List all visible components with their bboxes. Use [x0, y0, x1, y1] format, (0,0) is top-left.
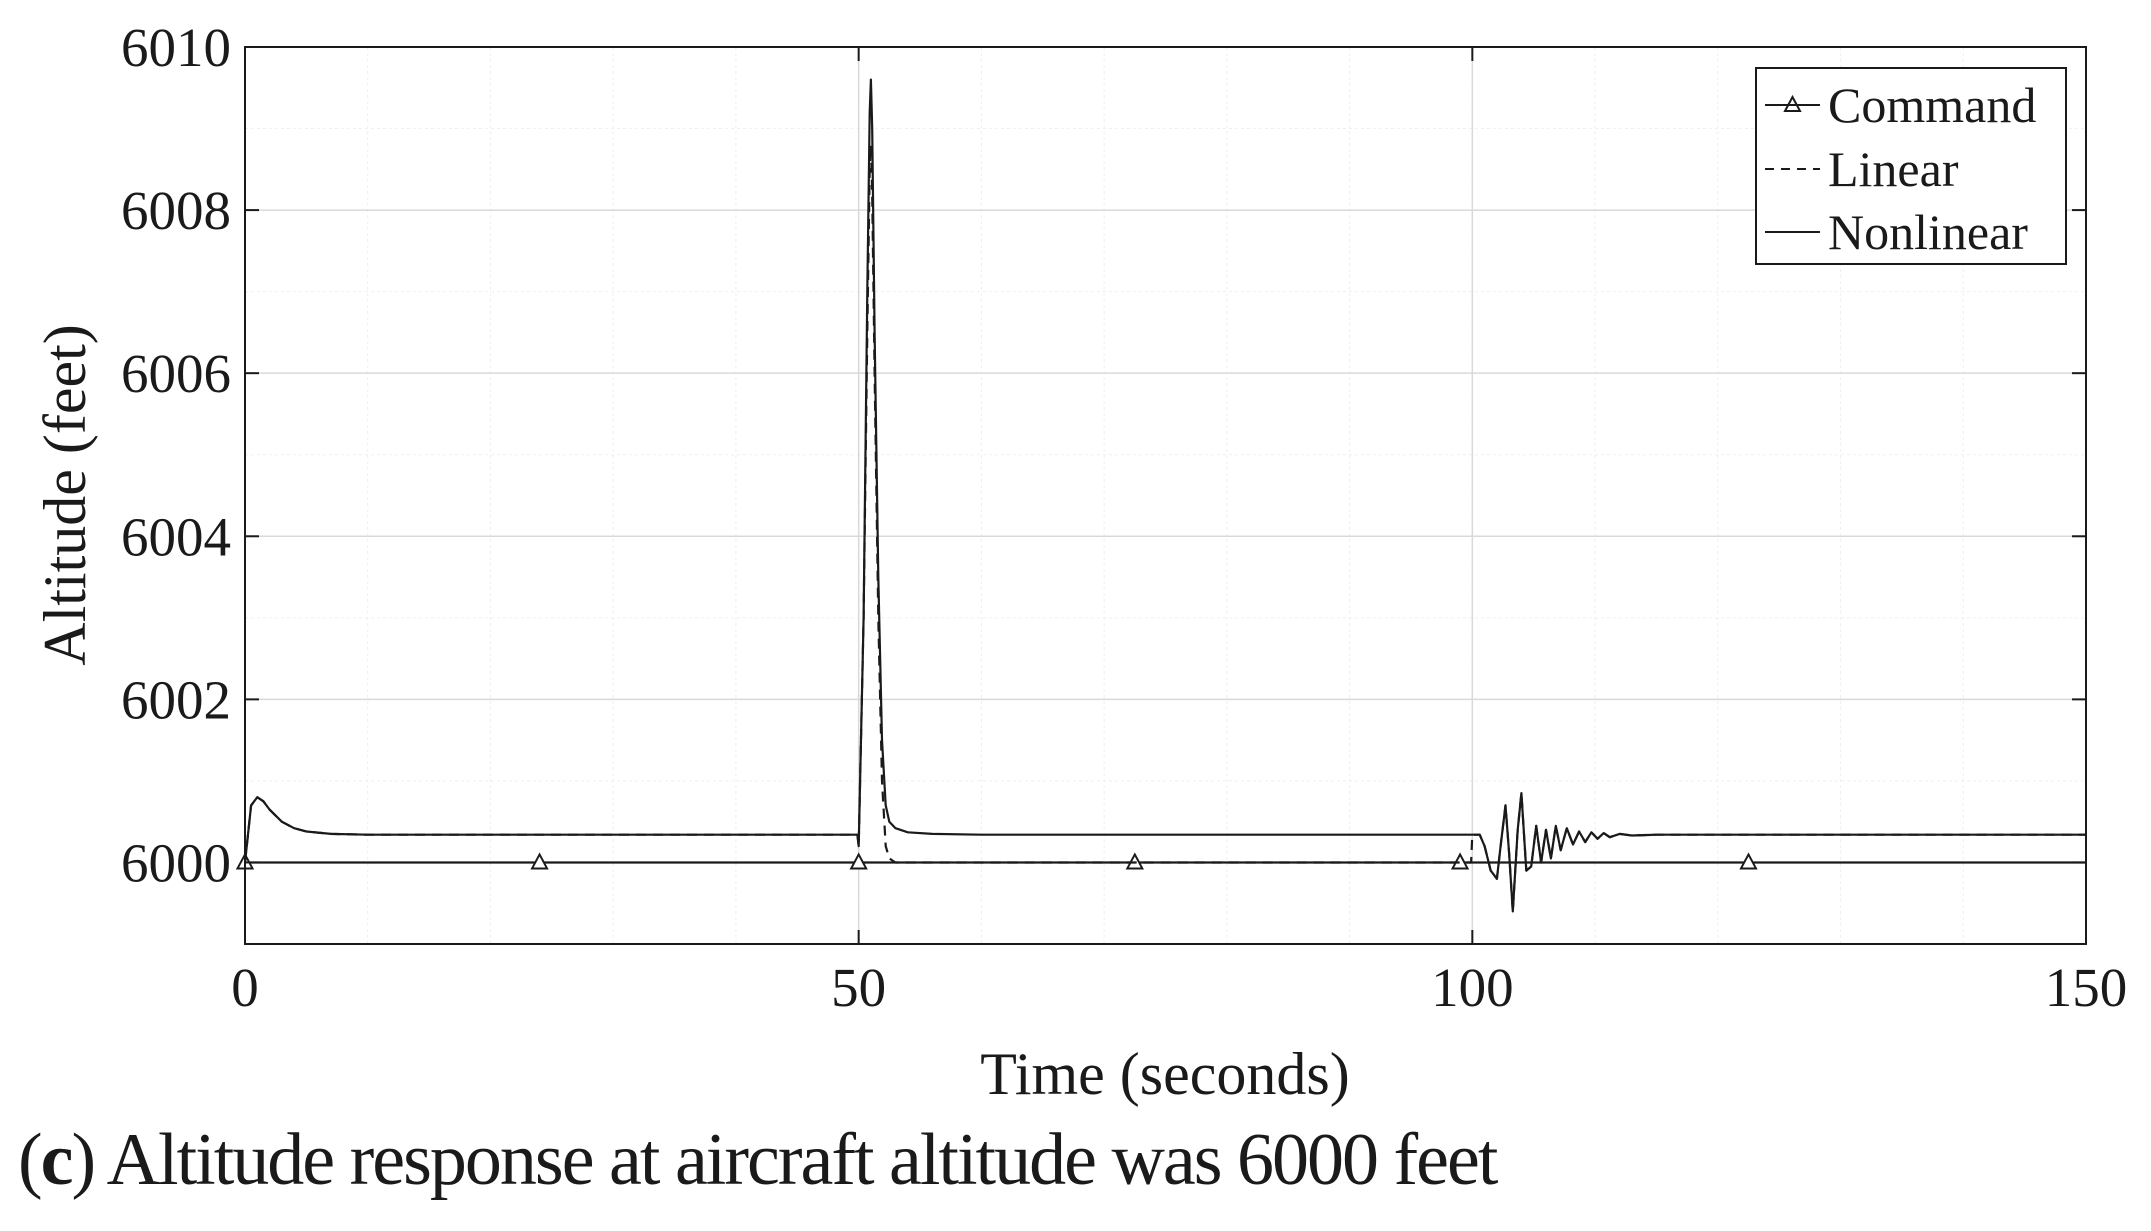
plot-frame — [244, 46, 2087, 945]
y-tick-label: 6000 — [121, 832, 231, 893]
x-axis-label: Time (seconds) — [980, 1041, 1349, 1107]
command-marker — [849, 852, 868, 870]
caption-letter: c — [40, 1119, 74, 1201]
legend-nonlinear-label: Nonlinear — [1828, 204, 2028, 260]
y-axis-label: Altitude (feet) — [32, 324, 98, 666]
legend-linear-label: Linear — [1828, 141, 1959, 197]
series-layer — [235, 78, 2086, 913]
y-tick-label: 6004 — [121, 506, 231, 567]
caption-text: Altitude response at aircraft altitude w… — [106, 1119, 1499, 1201]
legend-command-marker — [1783, 94, 1802, 112]
y-tick-label: 6006 — [121, 343, 231, 404]
x-tick-label: 100 — [1431, 957, 1514, 1018]
x-tick-label: 0 — [231, 957, 259, 1018]
command-marker — [530, 852, 549, 870]
y-tick-label: 6008 — [121, 180, 231, 241]
ticks: 0 50 100 150 6000 6002 6004 6006 6008 6010 — [121, 17, 2127, 1018]
x-tick-label: 150 — [2045, 957, 2128, 1018]
y-tick-label: 6010 — [121, 17, 231, 78]
x-tick-label: 50 — [831, 957, 886, 1018]
legend: Command Linear Nonlinear — [1755, 67, 2067, 265]
y-tick-label: 6002 — [121, 669, 231, 730]
legend-command-label: Command — [1828, 77, 2036, 133]
figure-caption: (c) Altitude response at aircraft altitu… — [18, 1119, 1499, 1201]
command-marker — [1739, 852, 1758, 870]
series-nonlinear-line — [243, 78, 2086, 913]
